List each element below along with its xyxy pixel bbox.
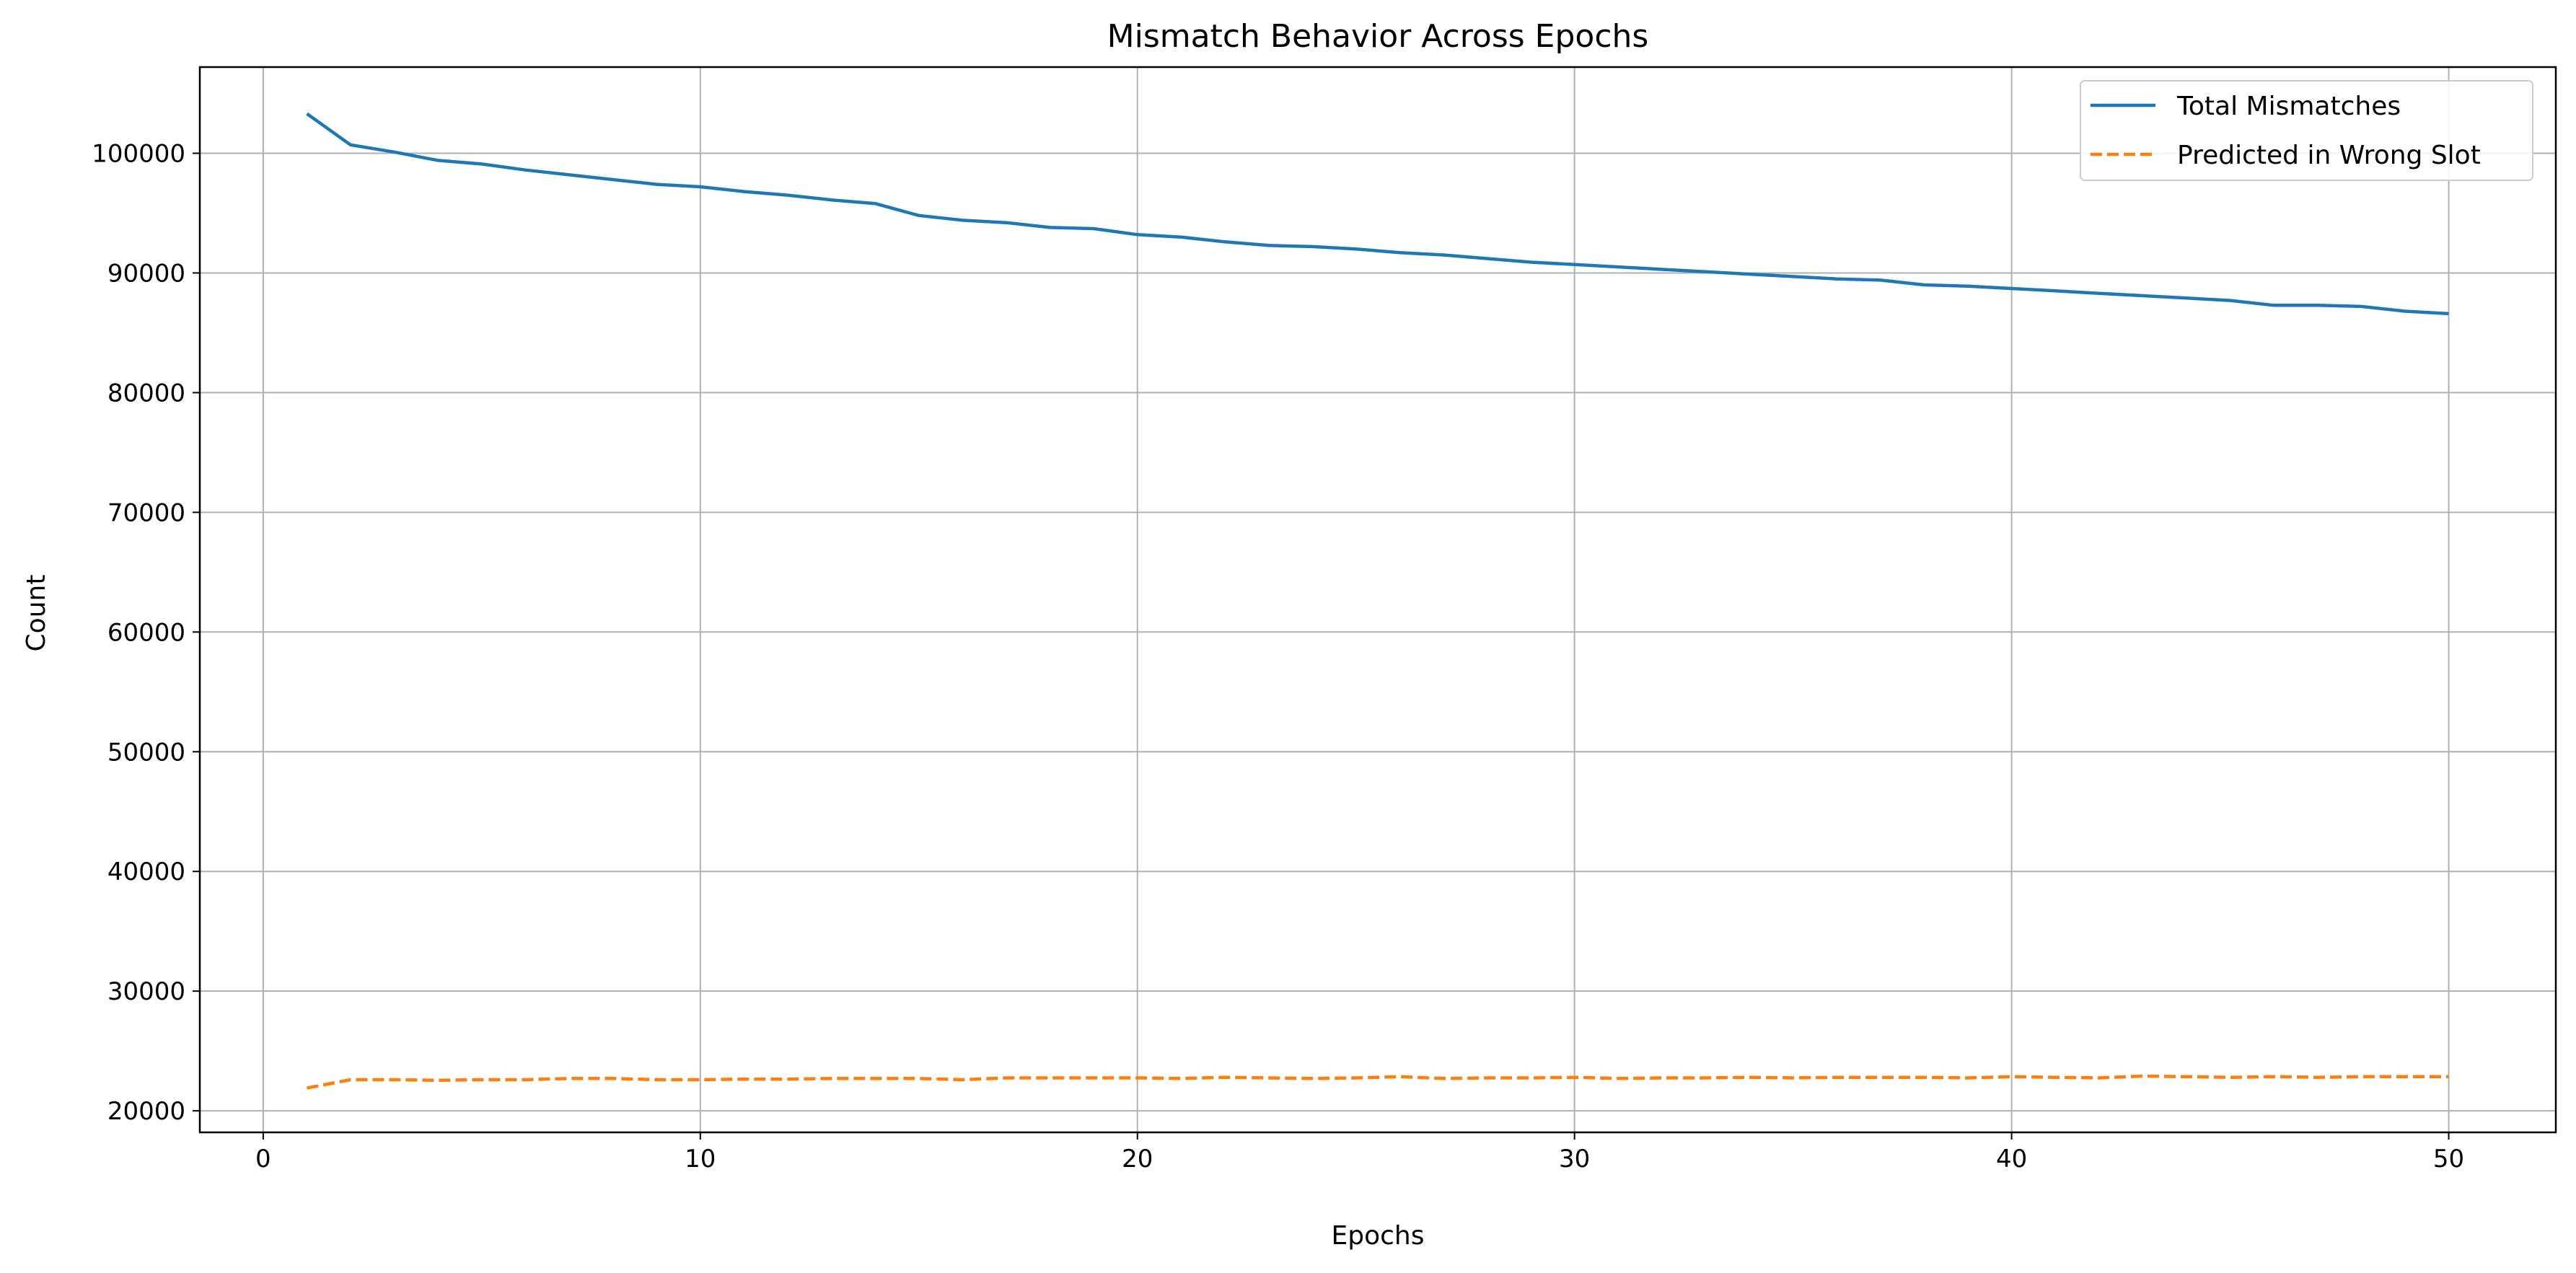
y-tick-label: 20000 [107,1097,185,1126]
series-line-total-mismatches [306,112,2449,316]
legend-label-predicted-in-wrong-slot: Predicted in Wrong Slot [2177,141,2481,170]
y-tick-label: 100000 [92,139,185,168]
chart-title: Mismatch Behavior Across Epochs [1107,18,1649,55]
y-tick-label: 90000 [107,259,185,288]
y-tick-label: 70000 [107,498,185,527]
plot-frame [198,66,2557,1134]
series-line-predicted-in-wrong-slot [307,1074,2449,1090]
x-axis-title: Epochs [1332,1221,1425,1251]
x-tick-label: 30 [1559,1145,1590,1173]
ticks: 0 10 20 30 40 50 20000 30000 40000 50000 60000 7000… [92,139,2464,1173]
legend-box [2080,80,2533,181]
legend: Total Mismatches Predicted in Wrong Slot [2080,80,2533,181]
x-tick-label: 0 [255,1145,271,1173]
x-tick-label: 40 [1996,1145,2027,1173]
y-tick-label: 60000 [107,618,185,647]
y-tick-label: 40000 [107,858,185,886]
y-tick-label: 50000 [107,738,185,767]
legend-label-total-mismatches: Total Mismatches [2176,92,2401,121]
y-tick-label: 30000 [107,977,185,1006]
y-axis-title: Count [22,575,51,652]
series-group [306,112,2449,1090]
x-tick-label: 10 [685,1145,716,1173]
x-tick-label: 50 [2433,1145,2464,1173]
grid [200,67,2556,1132]
x-tick-label: 20 [1122,1145,1153,1173]
y-tick-label: 80000 [107,379,185,408]
